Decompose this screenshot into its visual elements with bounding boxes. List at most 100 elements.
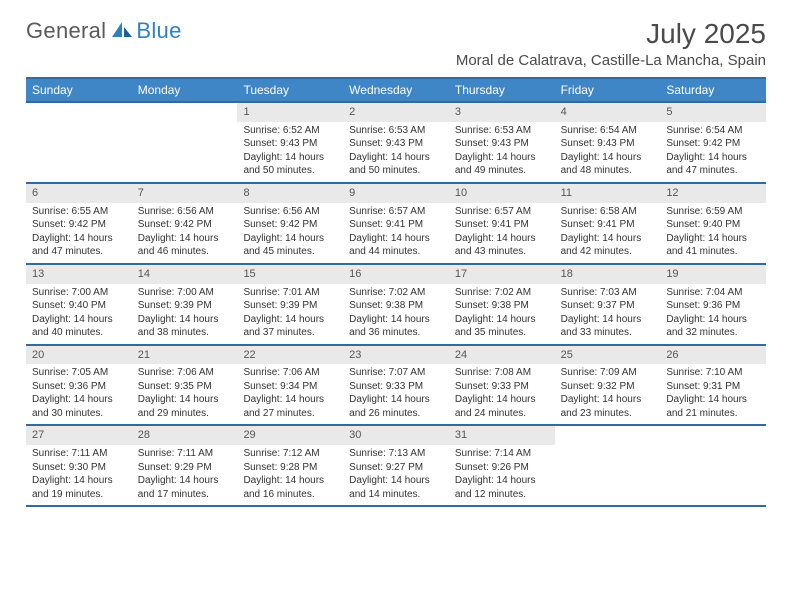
daylight-text: Daylight: 14 hours and 33 minutes. — [561, 313, 655, 340]
day-number: 17 — [449, 265, 555, 284]
sunset-text: Sunset: 9:43 PM — [349, 137, 443, 151]
day-body: Sunrise: 7:02 AMSunset: 9:38 PMDaylight:… — [343, 284, 449, 344]
sunset-text: Sunset: 9:38 PM — [349, 299, 443, 313]
empty-day-cell: . — [26, 103, 132, 182]
week-row: ..1Sunrise: 6:52 AMSunset: 9:43 PMDaylig… — [26, 101, 766, 182]
day-number: 21 — [132, 346, 238, 365]
calendar: SundayMondayTuesdayWednesdayThursdayFrid… — [26, 77, 766, 507]
day-number: 20 — [26, 346, 132, 365]
day-cell: 17Sunrise: 7:02 AMSunset: 9:38 PMDayligh… — [449, 265, 555, 344]
sunset-text: Sunset: 9:35 PM — [138, 380, 232, 394]
daylight-text: Daylight: 14 hours and 14 minutes. — [349, 474, 443, 501]
day-body: Sunrise: 7:09 AMSunset: 9:32 PMDaylight:… — [555, 364, 661, 424]
sunrise-text: Sunrise: 7:02 AM — [349, 286, 443, 300]
day-cell: 22Sunrise: 7:06 AMSunset: 9:34 PMDayligh… — [237, 346, 343, 425]
daylight-text: Daylight: 14 hours and 41 minutes. — [666, 232, 760, 259]
week-row: 13Sunrise: 7:00 AMSunset: 9:40 PMDayligh… — [26, 263, 766, 344]
sunrise-text: Sunrise: 6:52 AM — [243, 124, 337, 138]
day-cell: 21Sunrise: 7:06 AMSunset: 9:35 PMDayligh… — [132, 346, 238, 425]
sunrise-text: Sunrise: 6:57 AM — [349, 205, 443, 219]
sunrise-text: Sunrise: 7:04 AM — [666, 286, 760, 300]
sunrise-text: Sunrise: 7:06 AM — [138, 366, 232, 380]
sunset-text: Sunset: 9:33 PM — [349, 380, 443, 394]
brand-text-blue: Blue — [136, 18, 181, 44]
day-number: 9 — [343, 184, 449, 203]
day-number: 18 — [555, 265, 661, 284]
empty-day-cell: . — [555, 426, 661, 505]
sunrise-text: Sunrise: 7:02 AM — [455, 286, 549, 300]
day-body: Sunrise: 7:07 AMSunset: 9:33 PMDaylight:… — [343, 364, 449, 424]
sunrise-text: Sunrise: 7:13 AM — [349, 447, 443, 461]
day-body: Sunrise: 6:57 AMSunset: 9:41 PMDaylight:… — [449, 203, 555, 263]
day-cell: 31Sunrise: 7:14 AMSunset: 9:26 PMDayligh… — [449, 426, 555, 505]
day-cell: 11Sunrise: 6:58 AMSunset: 9:41 PMDayligh… — [555, 184, 661, 263]
day-number: 30 — [343, 426, 449, 445]
day-cell: 12Sunrise: 6:59 AMSunset: 9:40 PMDayligh… — [660, 184, 766, 263]
daylight-text: Daylight: 14 hours and 19 minutes. — [32, 474, 126, 501]
sunrise-text: Sunrise: 7:03 AM — [561, 286, 655, 300]
day-cell: 2Sunrise: 6:53 AMSunset: 9:43 PMDaylight… — [343, 103, 449, 182]
day-cell: 26Sunrise: 7:10 AMSunset: 9:31 PMDayligh… — [660, 346, 766, 425]
sunrise-text: Sunrise: 7:12 AM — [243, 447, 337, 461]
day-number: 26 — [660, 346, 766, 365]
day-cell: 20Sunrise: 7:05 AMSunset: 9:36 PMDayligh… — [26, 346, 132, 425]
sunrise-text: Sunrise: 7:09 AM — [561, 366, 655, 380]
day-body: Sunrise: 6:54 AMSunset: 9:43 PMDaylight:… — [555, 122, 661, 182]
sunset-text: Sunset: 9:42 PM — [243, 218, 337, 232]
day-cell: 18Sunrise: 7:03 AMSunset: 9:37 PMDayligh… — [555, 265, 661, 344]
sunset-text: Sunset: 9:29 PM — [138, 461, 232, 475]
sunset-text: Sunset: 9:39 PM — [138, 299, 232, 313]
sunrise-text: Sunrise: 7:11 AM — [138, 447, 232, 461]
brand-text-general: General — [26, 18, 106, 44]
day-body: Sunrise: 7:00 AMSunset: 9:40 PMDaylight:… — [26, 284, 132, 344]
daylight-text: Daylight: 14 hours and 45 minutes. — [243, 232, 337, 259]
day-body: Sunrise: 6:54 AMSunset: 9:42 PMDaylight:… — [660, 122, 766, 182]
daylight-text: Daylight: 14 hours and 17 minutes. — [138, 474, 232, 501]
weekday-header-cell: Saturday — [660, 79, 766, 101]
day-cell: 15Sunrise: 7:01 AMSunset: 9:39 PMDayligh… — [237, 265, 343, 344]
daylight-text: Daylight: 14 hours and 44 minutes. — [349, 232, 443, 259]
daylight-text: Daylight: 14 hours and 47 minutes. — [32, 232, 126, 259]
empty-day-cell: . — [660, 426, 766, 505]
day-cell: 23Sunrise: 7:07 AMSunset: 9:33 PMDayligh… — [343, 346, 449, 425]
day-number: 1 — [237, 103, 343, 122]
daylight-text: Daylight: 14 hours and 29 minutes. — [138, 393, 232, 420]
sunrise-text: Sunrise: 6:55 AM — [32, 205, 126, 219]
sunrise-text: Sunrise: 7:01 AM — [243, 286, 337, 300]
day-cell: 9Sunrise: 6:57 AMSunset: 9:41 PMDaylight… — [343, 184, 449, 263]
sunrise-text: Sunrise: 7:10 AM — [666, 366, 760, 380]
day-cell: 1Sunrise: 6:52 AMSunset: 9:43 PMDaylight… — [237, 103, 343, 182]
week-row: 20Sunrise: 7:05 AMSunset: 9:36 PMDayligh… — [26, 344, 766, 425]
daylight-text: Daylight: 14 hours and 30 minutes. — [32, 393, 126, 420]
daylight-text: Daylight: 14 hours and 21 minutes. — [666, 393, 760, 420]
day-body: Sunrise: 7:03 AMSunset: 9:37 PMDaylight:… — [555, 284, 661, 344]
sunset-text: Sunset: 9:41 PM — [349, 218, 443, 232]
daylight-text: Daylight: 14 hours and 12 minutes. — [455, 474, 549, 501]
day-body: Sunrise: 6:52 AMSunset: 9:43 PMDaylight:… — [237, 122, 343, 182]
sunset-text: Sunset: 9:43 PM — [455, 137, 549, 151]
daylight-text: Daylight: 14 hours and 23 minutes. — [561, 393, 655, 420]
day-body: Sunrise: 6:57 AMSunset: 9:41 PMDaylight:… — [343, 203, 449, 263]
day-cell: 24Sunrise: 7:08 AMSunset: 9:33 PMDayligh… — [449, 346, 555, 425]
calendar-bottom-rule — [26, 505, 766, 507]
daylight-text: Daylight: 14 hours and 49 minutes. — [455, 151, 549, 178]
day-cell: 29Sunrise: 7:12 AMSunset: 9:28 PMDayligh… — [237, 426, 343, 505]
daylight-text: Daylight: 14 hours and 38 minutes. — [138, 313, 232, 340]
day-body: Sunrise: 7:06 AMSunset: 9:35 PMDaylight:… — [132, 364, 238, 424]
day-cell: 27Sunrise: 7:11 AMSunset: 9:30 PMDayligh… — [26, 426, 132, 505]
day-cell: 28Sunrise: 7:11 AMSunset: 9:29 PMDayligh… — [132, 426, 238, 505]
day-body: Sunrise: 6:55 AMSunset: 9:42 PMDaylight:… — [26, 203, 132, 263]
sunset-text: Sunset: 9:38 PM — [455, 299, 549, 313]
weekday-header-cell: Monday — [132, 79, 238, 101]
sunset-text: Sunset: 9:42 PM — [32, 218, 126, 232]
sunset-text: Sunset: 9:27 PM — [349, 461, 443, 475]
day-body: Sunrise: 6:56 AMSunset: 9:42 PMDaylight:… — [237, 203, 343, 263]
daylight-text: Daylight: 14 hours and 43 minutes. — [455, 232, 549, 259]
sunrise-text: Sunrise: 6:58 AM — [561, 205, 655, 219]
day-body: Sunrise: 7:02 AMSunset: 9:38 PMDaylight:… — [449, 284, 555, 344]
day-number: 14 — [132, 265, 238, 284]
sunset-text: Sunset: 9:40 PM — [666, 218, 760, 232]
day-number: 29 — [237, 426, 343, 445]
day-number: 7 — [132, 184, 238, 203]
week-row: 6Sunrise: 6:55 AMSunset: 9:42 PMDaylight… — [26, 182, 766, 263]
